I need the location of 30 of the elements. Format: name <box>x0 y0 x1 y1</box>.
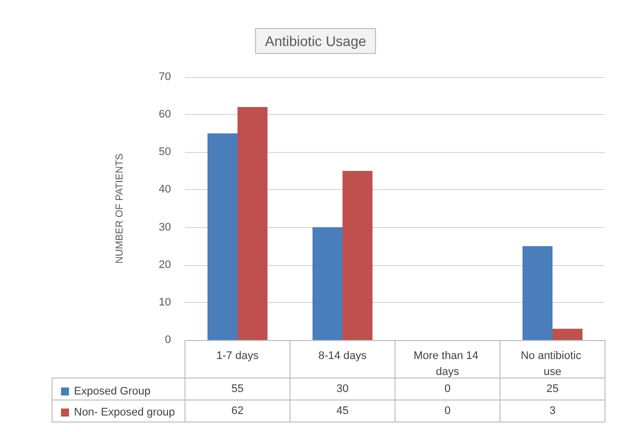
y-tick-label: 30 <box>158 221 171 234</box>
y-tick-label: 40 <box>158 184 171 196</box>
y-axis-title: NUMBER OF PATIENTS <box>114 153 126 264</box>
y-tick-label: 10 <box>158 296 171 308</box>
x-tick-label: 8-14 days <box>318 350 368 362</box>
y-tick-label: 20 <box>158 258 171 271</box>
y-tick-label: 70 <box>158 71 171 83</box>
data-label: 0 <box>444 405 451 417</box>
legend-label: Exposed Group <box>74 386 150 398</box>
x-tick-label: No antibiotic use <box>520 350 584 378</box>
data-label: 45 <box>336 405 349 417</box>
bar <box>312 227 342 340</box>
chart-title: Antibiotic Usage <box>265 33 366 49</box>
legend-label: Non- Exposed group <box>74 406 175 418</box>
data-label: 55 <box>231 383 244 395</box>
data-label: 3 <box>549 405 556 417</box>
y-tick-label: 0 <box>164 334 171 346</box>
y-tick-label: 50 <box>158 146 171 158</box>
data-label: 62 <box>231 405 244 417</box>
x-tick-label: More than 14 days <box>414 350 482 378</box>
data-label: 25 <box>546 383 559 395</box>
data-label: 0 <box>444 383 451 395</box>
bar <box>552 328 582 340</box>
x-tick-label: 1-7 days <box>216 350 260 362</box>
bar <box>208 133 238 340</box>
bar <box>342 170 372 340</box>
bar <box>522 246 552 340</box>
data-label: 30 <box>336 383 349 395</box>
y-tick-label: 60 <box>158 108 171 121</box>
bar <box>238 107 268 340</box>
